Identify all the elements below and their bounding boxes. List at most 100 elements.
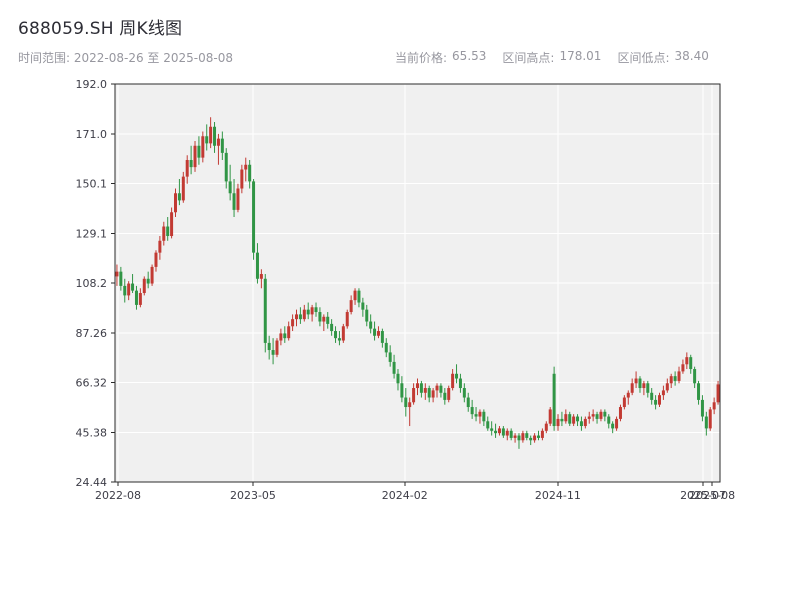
candle-body bbox=[255, 252, 259, 279]
x-tick-label: 2025-08 bbox=[689, 489, 735, 502]
candle-body bbox=[189, 160, 193, 168]
candle-body bbox=[505, 430, 509, 436]
candle-body bbox=[537, 435, 540, 438]
candle-body bbox=[361, 302, 365, 310]
candle-body bbox=[158, 240, 162, 253]
candle-body bbox=[380, 331, 384, 343]
candle-body bbox=[131, 283, 135, 291]
candle-body bbox=[384, 342, 388, 353]
candle-body bbox=[174, 193, 177, 213]
candle-body bbox=[408, 402, 412, 408]
candle-body bbox=[318, 312, 322, 322]
candle-body bbox=[337, 338, 341, 341]
candle-body bbox=[416, 383, 419, 389]
candle-body bbox=[611, 423, 615, 429]
candle-body bbox=[287, 326, 291, 339]
candle-body bbox=[451, 373, 455, 389]
candle-body bbox=[138, 293, 142, 305]
candle-body bbox=[497, 428, 501, 434]
stat-value: 38.40 bbox=[674, 49, 709, 63]
candle-body bbox=[591, 414, 595, 417]
candle-body bbox=[540, 430, 544, 438]
candle-body bbox=[306, 309, 310, 315]
candle-body bbox=[263, 278, 267, 343]
candle-body bbox=[150, 266, 154, 284]
stat-label: 区间低点: bbox=[617, 51, 670, 65]
candle-body bbox=[595, 414, 599, 419]
candle-body bbox=[376, 331, 380, 336]
candle-body bbox=[431, 390, 435, 398]
candle-body bbox=[646, 383, 650, 393]
x-tick-label: 2024-11 bbox=[535, 489, 581, 502]
candle-body bbox=[388, 352, 392, 362]
candle-body bbox=[412, 388, 416, 403]
candle-body bbox=[326, 316, 330, 324]
candle-body bbox=[166, 226, 170, 237]
y-tick-label: 66.32 bbox=[76, 377, 108, 390]
candle-body bbox=[599, 411, 603, 419]
candle-body bbox=[119, 271, 123, 286]
candle-body bbox=[177, 193, 181, 201]
y-tick-label: 87.26 bbox=[76, 327, 108, 340]
x-tick-label: 2024-02 bbox=[382, 489, 428, 502]
candle-body bbox=[677, 371, 681, 381]
candle-body bbox=[458, 378, 462, 389]
candle-body bbox=[556, 418, 560, 427]
candle-body bbox=[392, 361, 396, 374]
candle-body bbox=[220, 138, 224, 153]
candle-body bbox=[630, 383, 634, 393]
candle-body bbox=[275, 340, 279, 355]
y-tick-label: 150.1 bbox=[76, 178, 108, 191]
candle-body bbox=[127, 283, 131, 296]
y-tick-label: 108.2 bbox=[76, 277, 108, 290]
candle-body bbox=[618, 407, 622, 419]
candle-body bbox=[162, 226, 166, 241]
candle-body bbox=[517, 435, 521, 441]
candle-body bbox=[455, 373, 459, 379]
candle-body bbox=[419, 383, 423, 393]
candle-body bbox=[146, 278, 150, 284]
candle-body bbox=[228, 181, 232, 194]
candle-body bbox=[521, 433, 525, 441]
candle-body bbox=[427, 388, 431, 398]
candle-body bbox=[474, 414, 478, 417]
candle-body bbox=[661, 390, 665, 396]
candle-body bbox=[322, 316, 326, 322]
candle-body bbox=[224, 152, 228, 182]
y-tick-label: 192.0 bbox=[76, 78, 108, 91]
time-range-label: 时间范围: bbox=[18, 51, 71, 65]
candle-body bbox=[466, 397, 470, 408]
candle-body bbox=[494, 430, 498, 434]
candle-body bbox=[193, 145, 197, 168]
candle-body bbox=[291, 319, 295, 327]
candle-body bbox=[638, 378, 642, 389]
candle-body bbox=[259, 274, 263, 279]
candle-body bbox=[533, 435, 537, 441]
candle-body bbox=[650, 392, 654, 400]
candle-body bbox=[658, 395, 661, 405]
candle-body bbox=[205, 136, 209, 144]
plot-border bbox=[114, 83, 721, 483]
x-tick-label: 2022-08 bbox=[95, 489, 141, 502]
stats-row: 当前价格: 65.53 区间高点: 178.01 区间低点: 38.40 bbox=[395, 49, 709, 66]
candle-body bbox=[369, 321, 373, 329]
candle-body bbox=[396, 373, 400, 384]
candle-body bbox=[482, 411, 486, 422]
candle-body bbox=[244, 164, 248, 170]
stat-current-price: 当前价格: 65.53 bbox=[395, 49, 486, 66]
candle-body bbox=[295, 314, 298, 320]
candle-body bbox=[314, 307, 318, 313]
candle-body bbox=[185, 160, 189, 177]
candle-body bbox=[478, 411, 482, 417]
candle-body bbox=[529, 437, 533, 441]
candle-body bbox=[330, 323, 334, 332]
stat-value: 65.53 bbox=[452, 49, 487, 63]
candle-body bbox=[576, 416, 580, 422]
candle-body bbox=[349, 300, 353, 313]
candle-body bbox=[603, 411, 607, 417]
candle-body bbox=[365, 309, 369, 322]
candle-body bbox=[439, 385, 443, 393]
candle-body bbox=[447, 388, 451, 400]
candle-body bbox=[267, 342, 271, 351]
